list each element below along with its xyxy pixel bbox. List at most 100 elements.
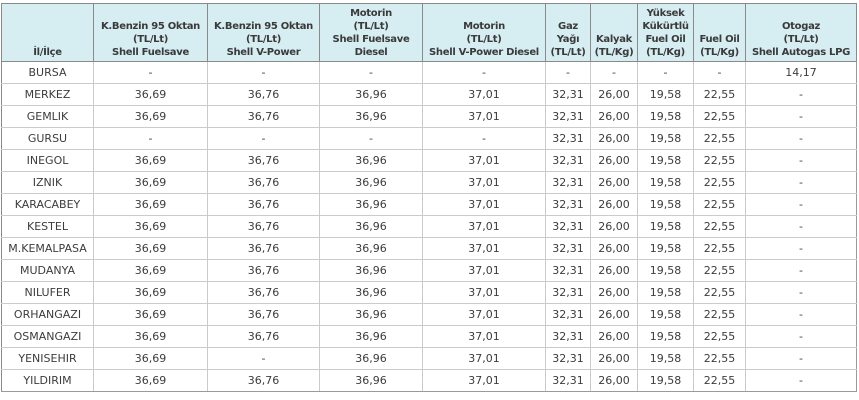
price-cell: - bbox=[745, 193, 857, 216]
price-cell: 36,76 bbox=[207, 259, 320, 282]
price-cell: 37,01 bbox=[422, 149, 546, 172]
price-cell: - bbox=[545, 61, 591, 84]
price-cell: 32,31 bbox=[545, 105, 591, 128]
price-cell: 26,00 bbox=[590, 215, 638, 238]
table-row: BURSA - - - - - - - -14,17 bbox=[1, 61, 857, 84]
price-cell: - bbox=[207, 61, 320, 84]
district-cell: BURSA bbox=[1, 61, 94, 84]
table-row: YILDIRIM 36,69 36,76 36,96 37,01 32,31 26,00 19… bbox=[1, 369, 857, 392]
price-cell: - bbox=[745, 303, 857, 326]
column-header: Kalyak (TL/Kg) bbox=[590, 3, 638, 62]
table-row: KESTEL 36,69 36,76 36,96 37,01 32,31 26,00 19,5… bbox=[1, 215, 857, 238]
price-cell: 32,31 bbox=[545, 171, 591, 194]
price-cell: 36,76 bbox=[207, 237, 320, 260]
price-cell: 36,96 bbox=[319, 193, 423, 216]
column-header: Otogaz (TL/Lt) Shell Autogas LPG bbox=[745, 3, 857, 62]
price-cell: 32,31 bbox=[545, 193, 591, 216]
price-cell: 37,01 bbox=[422, 105, 546, 128]
price-cell: 36,96 bbox=[319, 215, 423, 238]
price-cell: 26,00 bbox=[590, 149, 638, 172]
price-cell: 36,76 bbox=[207, 325, 320, 348]
header-row: İl/İlçe K.Benzin 95 Oktan (TL/Lt) Shell F… bbox=[1, 3, 857, 62]
price-cell: 19,58 bbox=[637, 347, 694, 370]
price-cell: 36,69 bbox=[93, 325, 208, 348]
price-cell: - bbox=[745, 259, 857, 282]
district-cell: NILUFER bbox=[1, 281, 94, 304]
price-cell: 36,69 bbox=[93, 149, 208, 172]
table-row: MUDANYA 36,69 36,76 36,96 37,01 32,31 26,00 19,… bbox=[1, 259, 857, 282]
price-cell: 19,58 bbox=[637, 281, 694, 304]
price-cell: 37,01 bbox=[422, 347, 546, 370]
price-cell: 37,01 bbox=[422, 171, 546, 194]
column-header: Fuel Oil (TL/Kg) bbox=[693, 3, 746, 62]
price-cell: - bbox=[319, 61, 423, 84]
table-row: NILUFER 36,69 36,76 36,96 37,01 32,31 26,00 19,… bbox=[1, 281, 857, 304]
price-cell: 37,01 bbox=[422, 193, 546, 216]
table-row: GURSU - - - -32,31 26,00 19,58 22,55- bbox=[1, 127, 857, 150]
price-cell: 22,55 bbox=[693, 237, 746, 260]
price-cell: - bbox=[745, 237, 857, 260]
price-cell: 19,58 bbox=[637, 303, 694, 326]
price-cell: 19,58 bbox=[637, 83, 694, 106]
price-cell: 36,96 bbox=[319, 171, 423, 194]
price-cell: 32,31 bbox=[545, 127, 591, 150]
price-cell: 22,55 bbox=[693, 171, 746, 194]
price-cell: 36,69 bbox=[93, 347, 208, 370]
price-cell: - bbox=[637, 61, 694, 84]
price-cell: 36,76 bbox=[207, 193, 320, 216]
price-cell: 32,31 bbox=[545, 215, 591, 238]
table-row: GEMLIK 36,69 36,76 36,96 37,01 32,31 26,00 19,5… bbox=[1, 105, 857, 128]
price-cell: - bbox=[745, 215, 857, 238]
price-cell: 36,76 bbox=[207, 171, 320, 194]
table-row: YENISEHIR 36,69-36,96 37,01 32,31 26,00 19,58… bbox=[1, 347, 857, 370]
price-cell: 37,01 bbox=[422, 215, 546, 238]
district-cell: KARACABEY bbox=[1, 193, 94, 216]
price-cell: 32,31 bbox=[545, 369, 591, 392]
price-cell: 36,96 bbox=[319, 369, 423, 392]
price-cell: 36,96 bbox=[319, 303, 423, 326]
price-cell: 22,55 bbox=[693, 149, 746, 172]
price-cell: 19,58 bbox=[637, 193, 694, 216]
district-cell: GURSU bbox=[1, 127, 94, 150]
price-cell: 22,55 bbox=[693, 193, 746, 216]
price-cell: 32,31 bbox=[545, 83, 591, 106]
price-cell: - bbox=[422, 61, 546, 84]
price-cell: 36,76 bbox=[207, 215, 320, 238]
price-cell: 19,58 bbox=[637, 237, 694, 260]
price-cell: 19,58 bbox=[637, 325, 694, 348]
price-cell: - bbox=[745, 369, 857, 392]
price-cell: 37,01 bbox=[422, 325, 546, 348]
column-header: K.Benzin 95 Oktan (TL/Lt) Shell V-Power bbox=[207, 3, 320, 62]
price-cell: - bbox=[745, 127, 857, 150]
price-cell: 36,76 bbox=[207, 281, 320, 304]
price-cell: 37,01 bbox=[422, 259, 546, 282]
price-cell: 22,55 bbox=[693, 303, 746, 326]
price-cell: - bbox=[745, 325, 857, 348]
price-cell: 36,69 bbox=[93, 237, 208, 260]
price-cell: - bbox=[745, 105, 857, 128]
fuel-price-table: İl/İlçe K.Benzin 95 Oktan (TL/Lt) Shell F… bbox=[1, 3, 857, 392]
price-cell: 37,01 bbox=[422, 369, 546, 392]
price-cell: 22,55 bbox=[693, 281, 746, 304]
price-cell: 36,69 bbox=[93, 259, 208, 282]
price-cell: 36,69 bbox=[93, 171, 208, 194]
price-cell: 36,76 bbox=[207, 303, 320, 326]
price-cell: 19,58 bbox=[637, 127, 694, 150]
price-cell: 26,00 bbox=[590, 369, 638, 392]
table-row: MERKEZ 36,69 36,76 36,96 37,01 32,31 26,00 19,5… bbox=[1, 83, 857, 106]
price-cell: 26,00 bbox=[590, 325, 638, 348]
price-cell: 22,55 bbox=[693, 105, 746, 128]
price-cell: - bbox=[93, 61, 208, 84]
price-cell: 19,58 bbox=[637, 369, 694, 392]
table-header: İl/İlçe K.Benzin 95 Oktan (TL/Lt) Shell F… bbox=[1, 3, 857, 62]
price-cell: 32,31 bbox=[545, 237, 591, 260]
price-cell: 26,00 bbox=[590, 347, 638, 370]
price-cell: 26,00 bbox=[590, 127, 638, 150]
price-cell: 36,69 bbox=[93, 281, 208, 304]
price-cell: - bbox=[319, 127, 423, 150]
price-cell: 37,01 bbox=[422, 237, 546, 260]
price-cell: 36,76 bbox=[207, 105, 320, 128]
price-cell: 19,58 bbox=[637, 215, 694, 238]
price-cell: 26,00 bbox=[590, 171, 638, 194]
price-cell: 22,55 bbox=[693, 369, 746, 392]
